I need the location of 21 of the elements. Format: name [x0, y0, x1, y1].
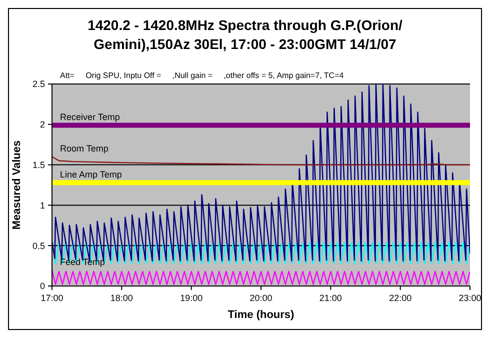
x-tick-label: 17:00: [40, 293, 64, 303]
x-tick-label: 19:00: [180, 293, 203, 303]
y-tick-label: 2: [40, 120, 45, 130]
series-label: Feed Temp: [60, 256, 105, 267]
x-tick-label: 22:00: [389, 293, 412, 303]
x-tick-label: 20:00: [250, 293, 272, 303]
x-tick-label: 21:00: [319, 293, 342, 303]
chart-subtitle: Att= Orig SPU, Inptu Off = ,Null gain = ,other offs = 5, Amp gain=7, TC=4: [60, 71, 344, 80]
x-axis-title: Time (hours): [228, 309, 295, 321]
series-label: Receiver Temp: [60, 112, 120, 122]
chart-title: 1420.2 - 1420.8MHz Spectra through G.P.(Orion/ Gemini),150Az 30El, 17:00 - 23:00GMT 14/1/07: [88, 17, 403, 52]
series-label: Line Amp Temp: [60, 170, 122, 180]
series-label: Room Temp: [60, 144, 108, 154]
y-tick-label: 1.5: [32, 160, 45, 170]
y-tick-label: 1: [40, 200, 45, 210]
y-tick-label: 0: [40, 281, 45, 292]
x-tick-label: 23:00: [458, 293, 482, 303]
y-tick-label: 2.5: [32, 79, 45, 90]
x-tick-label: 18:00: [110, 293, 133, 303]
y-axis-title: Measured Values: [11, 140, 23, 230]
y-tick-label: 0.5: [32, 240, 45, 251]
